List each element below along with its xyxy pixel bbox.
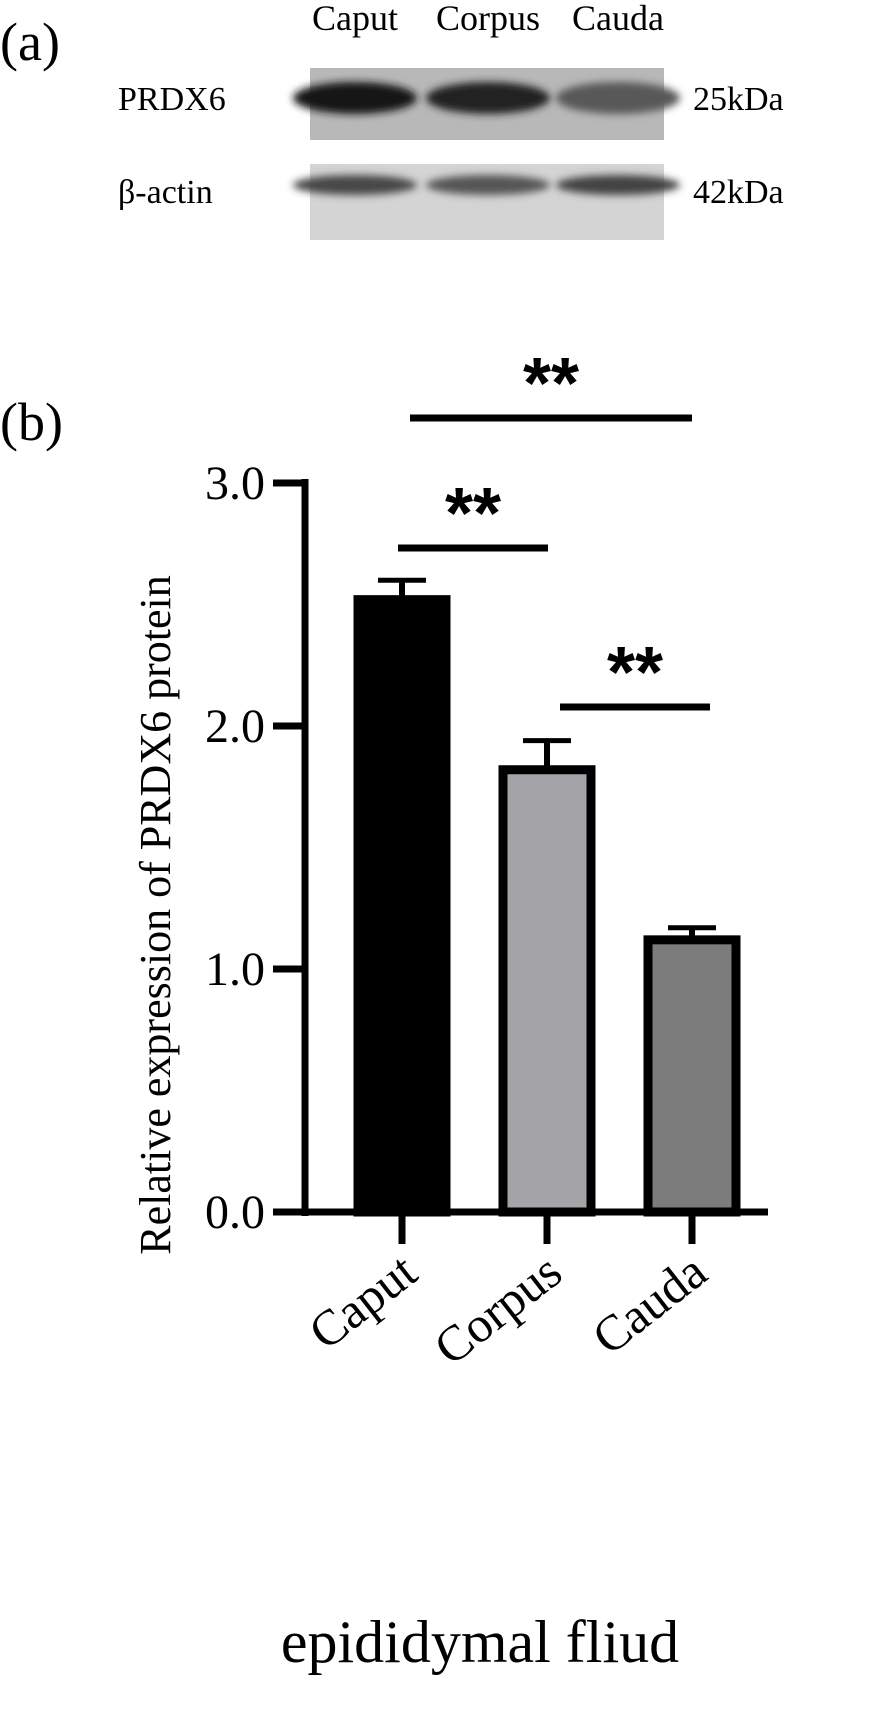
blot-band-prdx6-cauda [556,82,680,114]
blot-bands-actin [293,175,680,195]
blot-band-actin-corpus [426,175,550,195]
panel-a: (a) Caput Corpus Cauda PRDX6 β-actin 25k… [0,0,784,240]
bar-caput [353,595,451,1217]
y-axis-label: Relative expression of PRDX6 protein [131,575,180,1254]
blot-row-label-actin: β-actin [118,174,213,211]
bar-cauda [643,935,741,1217]
x-tick-label-cauda: Cauda [582,1243,717,1366]
lane-label-corpus: Corpus [436,0,540,38]
blot-band-actin-caput [293,175,417,195]
bar-corpus [498,765,596,1217]
x-tick-label-corpus: Corpus [423,1243,571,1376]
blot-bands-prdx6 [293,82,680,114]
x-tick-label-caput: Caput [298,1242,427,1360]
significance-label-caput-corpus: ** [445,474,501,554]
lane-label-cauda: Cauda [572,0,664,38]
blot-size-label-actin: 42kDa [693,174,784,211]
lane-label-caput: Caput [312,0,398,38]
blot-row-label-prdx6: PRDX6 [118,81,226,118]
y-tick-label: 3.0 [205,457,265,510]
blot-size-label-prdx6: 25kDa [693,81,784,118]
y-tick-label: 1.0 [205,943,265,996]
significance-label-corpus-cauda: ** [607,633,663,713]
blot-band-prdx6-corpus [426,82,550,114]
x-axis-label: epididymal fliud [281,1609,679,1675]
panel-b-label: (b) [0,392,63,452]
panel-a-label: (a) [0,12,60,72]
y-tick-label: 2.0 [205,700,265,753]
blot-band-prdx6-caput [293,82,417,114]
panel-b: (b) Relative expression of PRDX6 protein… [0,344,768,1675]
significance-label-caput-cauda: ** [523,344,579,424]
y-tick-label: 0.0 [205,1186,265,1239]
blot-band-actin-cauda [556,175,680,195]
